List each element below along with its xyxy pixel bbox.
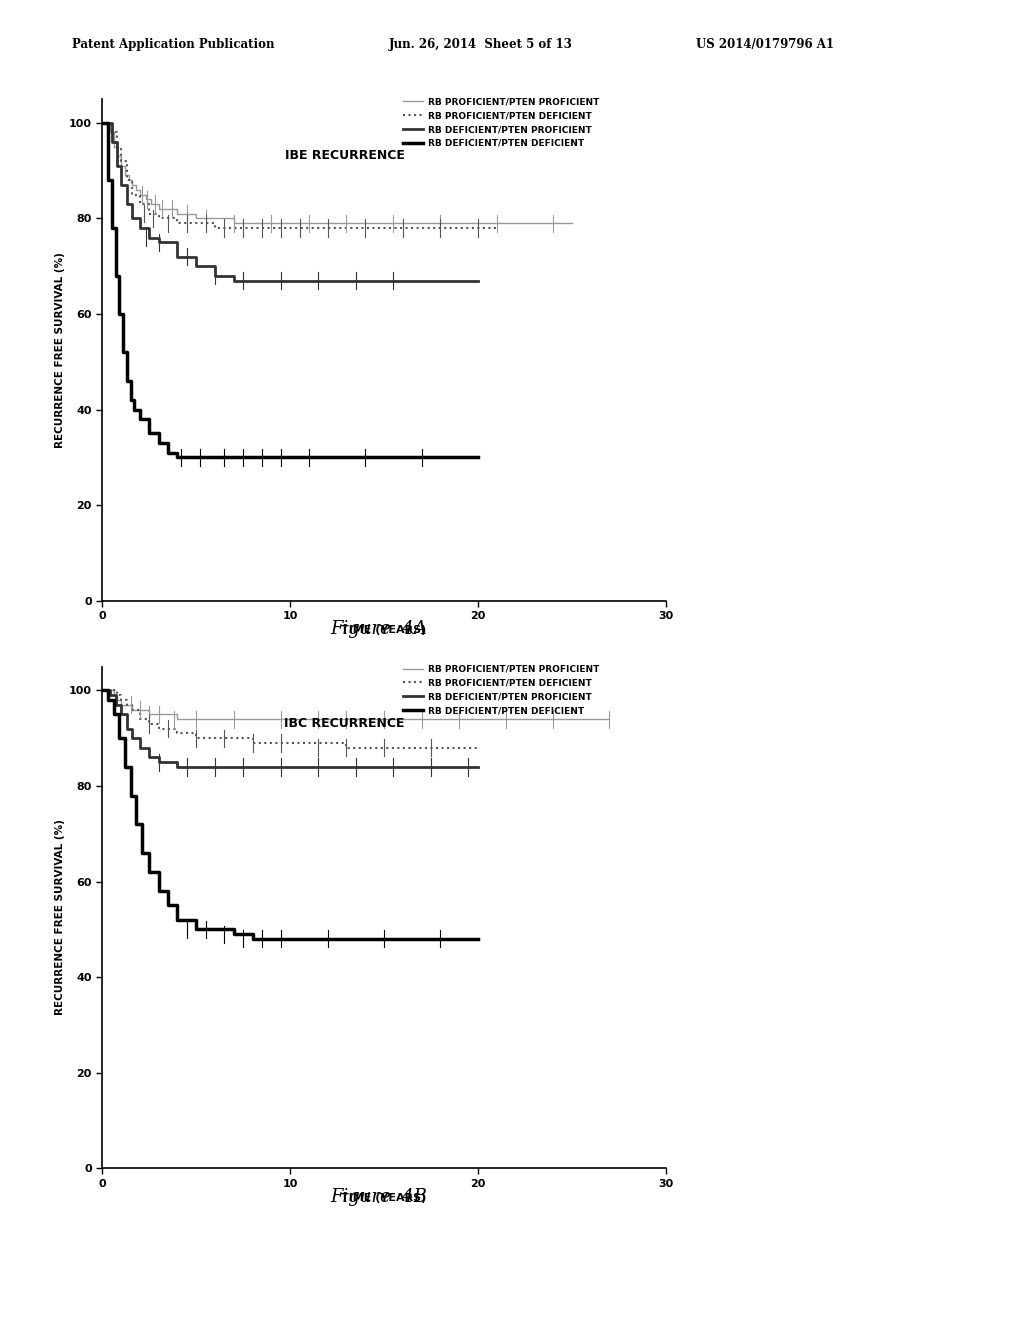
Text: Jun. 26, 2014  Sheet 5 of 13: Jun. 26, 2014 Sheet 5 of 13 [389, 38, 573, 51]
Text: US 2014/0179796 A1: US 2014/0179796 A1 [696, 38, 835, 51]
Y-axis label: RECURRENCE FREE SURVIVAL (%): RECURRENCE FREE SURVIVAL (%) [55, 252, 65, 447]
Legend: RB PROFICIENT/PTEN PROFICIENT, RB PROFICIENT/PTEN DEFICIENT, RB DEFICIENT/PTEN P: RB PROFICIENT/PTEN PROFICIENT, RB PROFIC… [399, 94, 603, 152]
Text: Figure  4A: Figure 4A [331, 620, 427, 639]
Text: Patent Application Publication: Patent Application Publication [72, 38, 274, 51]
Text: Figure  4B: Figure 4B [331, 1188, 427, 1206]
Text: IBE RECURRENCE: IBE RECURRENCE [285, 149, 404, 162]
X-axis label: TIME (YEARS): TIME (YEARS) [341, 1193, 427, 1203]
Text: IBC RECURRENCE: IBC RECURRENCE [285, 717, 404, 730]
Legend: RB PROFICIENT/PTEN PROFICIENT, RB PROFICIENT/PTEN DEFICIENT, RB DEFICIENT/PTEN P: RB PROFICIENT/PTEN PROFICIENT, RB PROFIC… [399, 661, 603, 719]
Y-axis label: RECURRENCE FREE SURVIVAL (%): RECURRENCE FREE SURVIVAL (%) [55, 820, 65, 1015]
X-axis label: TIME (YEARS): TIME (YEARS) [341, 626, 427, 635]
